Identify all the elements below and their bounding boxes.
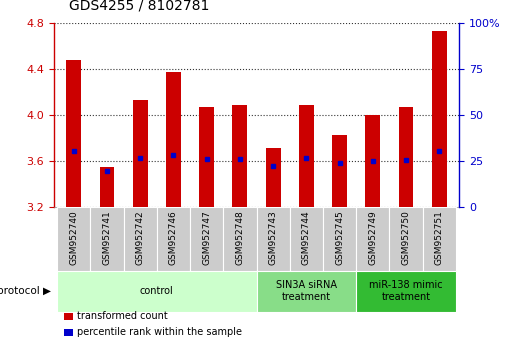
Bar [166, 73, 181, 207]
Bar [389, 207, 423, 271]
Bar [432, 31, 447, 207]
Text: SIN3A siRNA
treatment: SIN3A siRNA treatment [276, 280, 337, 302]
Bar [100, 167, 114, 207]
Bar [356, 207, 389, 271]
Text: GSM952747: GSM952747 [202, 210, 211, 265]
Text: GSM952746: GSM952746 [169, 210, 178, 265]
Bar [133, 100, 148, 207]
Bar [124, 207, 157, 271]
Text: GSM952750: GSM952750 [402, 210, 410, 265]
Text: GSM952751: GSM952751 [435, 210, 444, 265]
Bar [266, 148, 281, 207]
Text: protocol ▶: protocol ▶ [0, 286, 51, 296]
Bar [66, 60, 81, 207]
Bar [423, 207, 456, 271]
Bar [232, 105, 247, 207]
Text: GSM952745: GSM952745 [335, 210, 344, 265]
Text: GDS4255 / 8102781: GDS4255 / 8102781 [69, 0, 210, 12]
Text: control: control [140, 286, 174, 296]
Text: GSM952742: GSM952742 [136, 210, 145, 265]
Bar [256, 271, 356, 312]
Bar [199, 107, 214, 207]
Bar [190, 207, 223, 271]
Text: GSM952740: GSM952740 [69, 210, 78, 265]
Bar [399, 107, 413, 207]
Text: GSM952749: GSM952749 [368, 210, 377, 265]
Bar [57, 207, 90, 271]
Bar [57, 271, 256, 312]
Bar [290, 207, 323, 271]
Bar [90, 207, 124, 271]
Bar [356, 271, 456, 312]
Text: GSM952748: GSM952748 [235, 210, 244, 265]
Text: GSM952741: GSM952741 [103, 210, 111, 265]
Text: GSM952744: GSM952744 [302, 210, 311, 265]
Bar [157, 207, 190, 271]
Bar [256, 207, 290, 271]
Text: GSM952743: GSM952743 [269, 210, 278, 265]
Text: transformed count: transformed count [77, 312, 168, 321]
Bar [332, 135, 347, 207]
Bar [323, 207, 356, 271]
Bar [365, 115, 380, 207]
Text: miR-138 mimic
treatment: miR-138 mimic treatment [369, 280, 443, 302]
Bar [223, 207, 256, 271]
Text: percentile rank within the sample: percentile rank within the sample [77, 327, 242, 337]
Bar [299, 105, 314, 207]
